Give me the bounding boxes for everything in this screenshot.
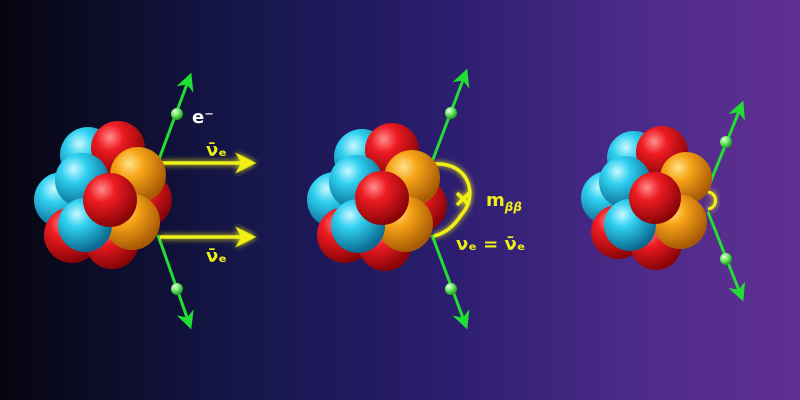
antineutrino-label-upper: ν̄ₑ [206,140,227,161]
panel-neutrinoless-decay: mββ νₑ = ν̄ₑ [307,68,525,330]
electron-dot-icon [445,283,457,295]
nucleus-icon [581,126,712,270]
electron-label: e⁻ [192,107,214,128]
electron-dot-icon [720,253,732,265]
vertex-cross-icon [455,191,471,207]
electron-dot-icon [445,107,457,119]
panel-two-neutrino-decay: e⁻ ν̄ₑ ν̄ₑ [34,72,257,330]
majorana-relation-label: νₑ = ν̄ₑ [456,234,525,255]
neutrino-exchange-loop [433,162,472,238]
electron-dot-icon [171,283,183,295]
electron-track-lower [430,234,470,330]
electron-dot-icon [171,108,183,120]
electron-track-lower [156,234,194,330]
panel-short-range-decay [581,100,746,302]
nucleus-icon [34,121,172,269]
nucleus-icon [307,123,447,271]
effective-mass-subscript: ββ [504,200,522,214]
vertex-arc-icon [707,190,717,211]
electron-dot-icon [720,136,732,148]
effective-mass-label: mββ [486,190,522,214]
antineutrino-label-lower: ν̄ₑ [206,246,227,267]
